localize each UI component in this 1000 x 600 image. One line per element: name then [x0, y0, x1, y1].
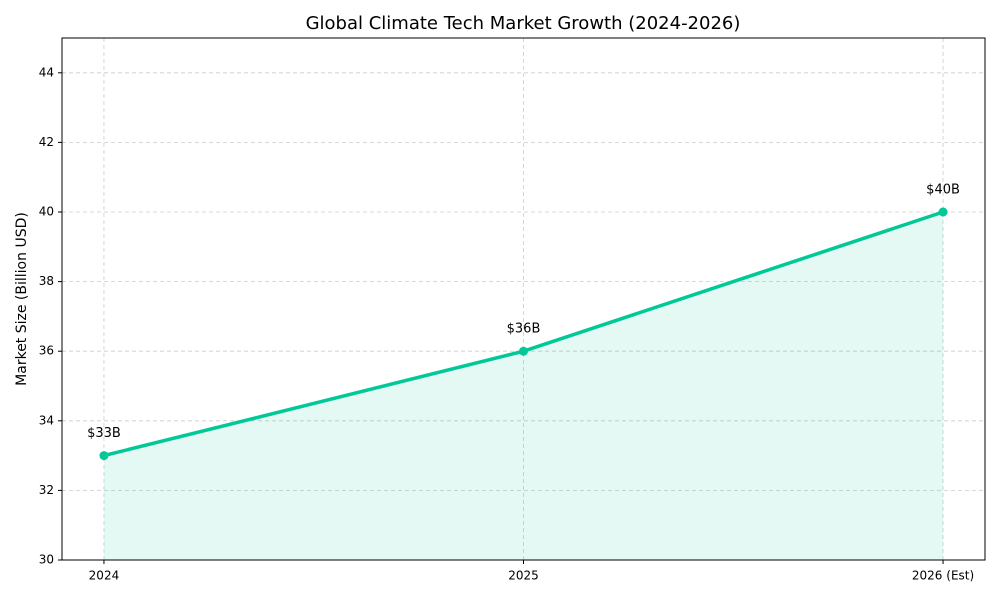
y-tick-label: 38 — [39, 274, 54, 288]
y-tick-label: 44 — [39, 65, 54, 79]
x-tick-label: 2026 (Est) — [912, 569, 974, 583]
point — [99, 451, 109, 461]
chart-title: Global Climate Tech Market Growth (2024-… — [306, 13, 741, 34]
y-tick-label: 42 — [39, 135, 54, 149]
y-tick-label: 40 — [39, 205, 54, 219]
x-tick-label: 2024 — [89, 569, 120, 583]
data-label: $33B — [87, 426, 121, 441]
x-tick-label: 2025 — [508, 569, 539, 583]
y-tick-label: 34 — [39, 413, 54, 427]
y-tick-label: 32 — [39, 483, 54, 497]
y-tick-label: 30 — [39, 553, 54, 567]
area — [103, 212, 944, 560]
y-axis-label: Market Size (Billion USD) — [14, 212, 30, 386]
y-tick-label: 36 — [39, 344, 54, 358]
point — [938, 207, 948, 217]
plot-frame — [61, 37, 986, 561]
data-label: $40B — [926, 183, 960, 198]
data-label: $36B — [507, 322, 541, 337]
point — [519, 346, 528, 356]
